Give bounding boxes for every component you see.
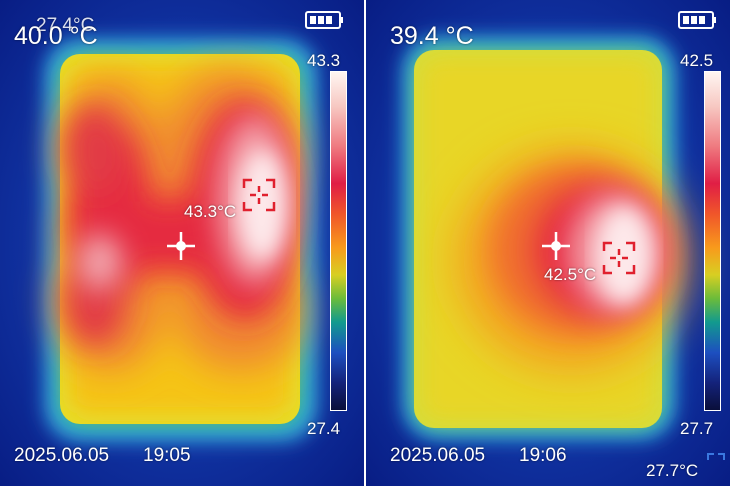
scale-max-value: 42.5 <box>680 51 714 70</box>
scale-min-value: 27.7 <box>680 419 714 438</box>
thermal-image-right: 39.4 °C 42.5 27.7 42.5°C 2025.06.05 19:0… <box>366 0 730 486</box>
battery-icon <box>305 11 343 29</box>
capture-date: 2025.06.05 <box>14 445 110 466</box>
underlying-temp-readout: 27.4°C <box>36 15 95 36</box>
hotspot-target-icon <box>242 178 276 212</box>
battery-icon <box>678 11 716 29</box>
max-temp-label: 42.5°C <box>544 265 597 284</box>
scale-min-value: 27.4 <box>307 419 341 438</box>
thermal-heatmap-left <box>0 0 364 486</box>
center-temperature: 40.0 °C <box>14 22 98 50</box>
center-crosshair-icon <box>542 232 570 260</box>
color-scale-bar <box>704 71 721 411</box>
max-temp-label: 43.3°C <box>184 202 237 221</box>
thermal-image-left: 27.4°C 40.0 °C 43.3 27.4 43.3°C 2025.06.… <box>0 0 364 486</box>
min-temp-label: 27.7°C <box>646 461 699 480</box>
capture-time: 19:05 <box>143 445 191 466</box>
scale-max-value: 43.3 <box>307 51 341 70</box>
center-temperature: 39.4 °C <box>390 22 474 50</box>
color-scale-bar <box>330 71 347 411</box>
coldspot-target-icon <box>707 453 725 460</box>
hotspot-target-icon <box>602 241 636 275</box>
thermal-heatmap-right <box>366 0 730 486</box>
capture-date: 2025.06.05 <box>390 445 486 466</box>
center-crosshair-icon <box>167 232 195 260</box>
capture-time: 19:06 <box>519 445 567 466</box>
